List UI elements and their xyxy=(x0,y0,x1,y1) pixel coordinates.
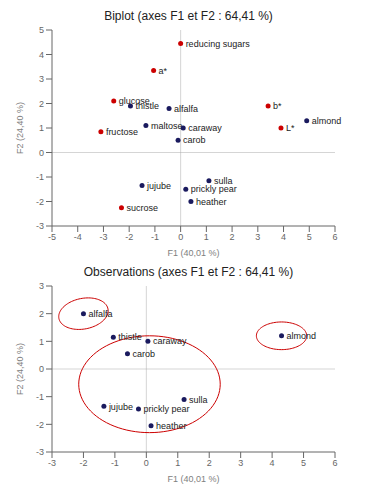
svg-text:2: 2 xyxy=(39,309,44,319)
svg-text:prickly pear: prickly pear xyxy=(191,184,237,194)
svg-text:thistle: thistle xyxy=(135,101,159,111)
svg-text:0: 0 xyxy=(144,458,149,468)
svg-text:-1: -1 xyxy=(111,458,119,468)
svg-text:3: 3 xyxy=(39,281,44,291)
svg-text:1: 1 xyxy=(204,232,209,242)
svg-text:F2 (24,40 %): F2 (24,40 %) xyxy=(15,102,25,154)
svg-text:-5: -5 xyxy=(48,232,56,242)
svg-text:1: 1 xyxy=(39,337,44,347)
svg-text:1: 1 xyxy=(39,123,44,133)
svg-text:sucrose: sucrose xyxy=(126,203,158,213)
svg-text:3: 3 xyxy=(238,458,243,468)
svg-text:2: 2 xyxy=(39,99,44,109)
svg-text:carob: carob xyxy=(132,349,155,359)
svg-text:b*: b* xyxy=(273,101,282,111)
svg-text:-1: -1 xyxy=(36,392,44,402)
svg-text:0: 0 xyxy=(39,364,44,374)
svg-text:F2 (24,40 %): F2 (24,40 %) xyxy=(15,343,25,395)
svg-text:prickly pear: prickly pear xyxy=(143,404,189,414)
html-text:Biplot (axes F1 et F2 : 64,41: Biplot (axes F1 et F2 : 64,41 %) xyxy=(104,9,273,23)
svg-text:-2: -2 xyxy=(36,420,44,430)
svg-text:1: 1 xyxy=(175,458,180,468)
svg-text:almond: almond xyxy=(287,331,317,341)
svg-text:carob: carob xyxy=(183,135,206,145)
svg-text:L*: L* xyxy=(286,123,295,133)
svg-text:almond: almond xyxy=(312,116,342,126)
svg-text:alfalfa: alfalfa xyxy=(88,309,112,319)
svg-text:heather: heather xyxy=(196,197,227,207)
svg-text:-1: -1 xyxy=(151,232,159,242)
html-text:Observations (axes F1 et F2 :: Observations (axes F1 et F2 : 64,41 %) xyxy=(83,265,294,279)
svg-text:0: 0 xyxy=(39,148,44,158)
svg-text:a*: a* xyxy=(159,66,168,76)
svg-text:2: 2 xyxy=(207,458,212,468)
svg-text:-1: -1 xyxy=(36,172,44,182)
svg-text:-3: -3 xyxy=(36,221,44,231)
svg-text:reducing sugars: reducing sugars xyxy=(186,39,251,49)
svg-text:glucose: glucose xyxy=(118,96,150,107)
svg-text:alfalfa: alfalfa xyxy=(174,104,198,114)
svg-text:thistle: thistle xyxy=(118,332,142,342)
svg-text:2: 2 xyxy=(230,232,235,242)
svg-text:4: 4 xyxy=(39,50,44,60)
svg-text:-2: -2 xyxy=(36,197,44,207)
svg-text:-3: -3 xyxy=(99,232,107,242)
svg-text:sulla: sulla xyxy=(214,176,233,186)
svg-text:jujube: jujube xyxy=(146,181,171,191)
svg-text:sulla: sulla xyxy=(189,395,208,405)
svg-text:fructose: fructose xyxy=(106,127,138,137)
svg-text:4: 4 xyxy=(281,232,286,242)
svg-text:caraway: caraway xyxy=(153,336,187,346)
svg-text:-3: -3 xyxy=(48,458,56,468)
svg-text:5: 5 xyxy=(39,25,44,35)
svg-text:6: 6 xyxy=(332,232,337,242)
svg-text:-2: -2 xyxy=(79,458,87,468)
svg-text:3: 3 xyxy=(39,74,44,84)
svg-text:5: 5 xyxy=(301,458,306,468)
svg-text:-4: -4 xyxy=(74,232,82,242)
svg-text:0: 0 xyxy=(178,232,183,242)
svg-text:heather: heather xyxy=(156,421,187,431)
svg-text:maltose: maltose xyxy=(151,121,183,131)
svg-text:jujube: jujube xyxy=(108,402,133,412)
svg-text:caraway: caraway xyxy=(188,123,222,133)
svg-text:F1 (40,01 %): F1 (40,01 %) xyxy=(167,474,219,484)
svg-text:-3: -3 xyxy=(36,447,44,457)
svg-text:6: 6 xyxy=(332,458,337,468)
svg-text:5: 5 xyxy=(307,232,312,242)
svg-text:F1 (40,01 %): F1 (40,01 %) xyxy=(167,248,219,258)
svg-text:3: 3 xyxy=(255,232,260,242)
svg-text:4: 4 xyxy=(270,458,275,468)
svg-text:-2: -2 xyxy=(125,232,133,242)
